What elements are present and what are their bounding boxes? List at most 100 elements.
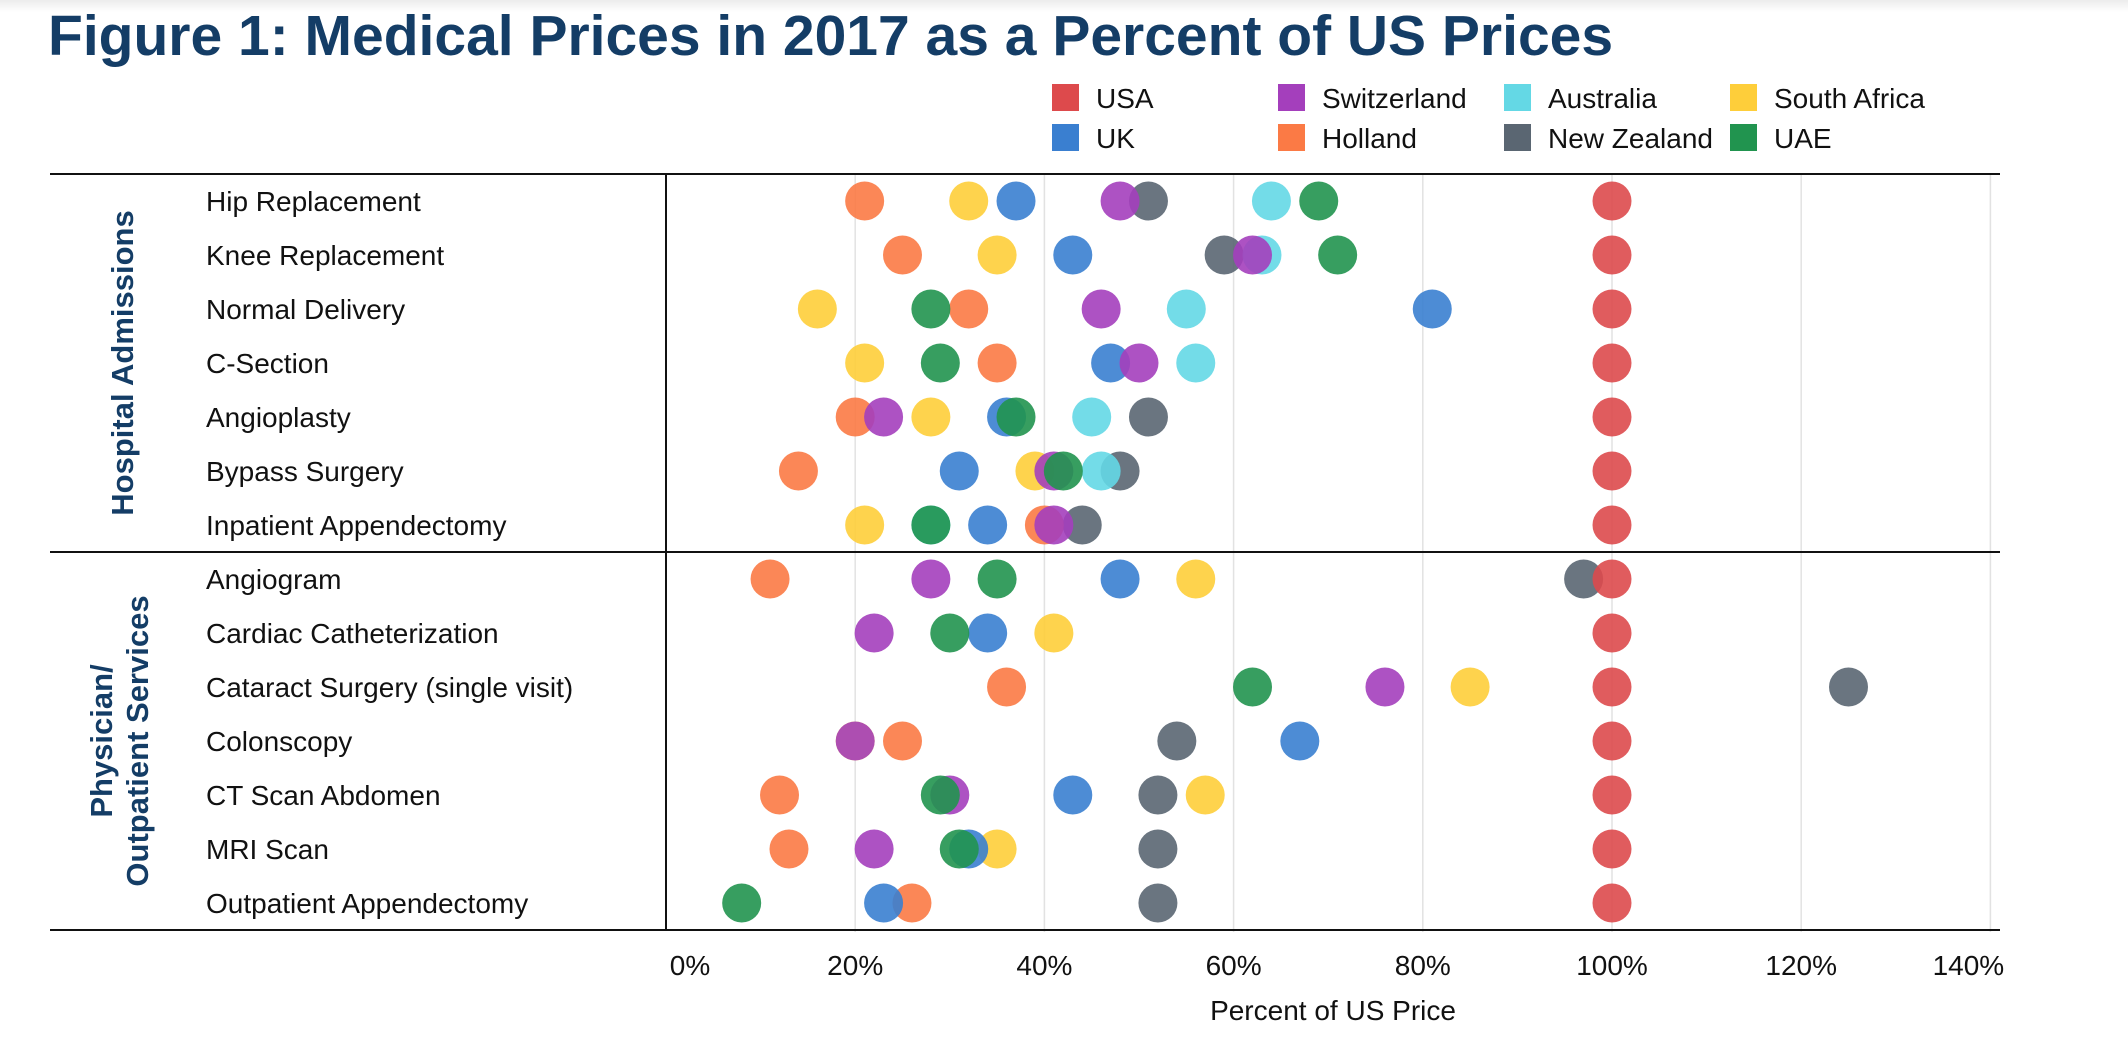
x-tick-label: 80% xyxy=(1395,950,1451,981)
legend-swatch-uae xyxy=(1730,124,1757,151)
row-label-c-section: C-Section xyxy=(206,348,329,379)
x-tick-label: 140% xyxy=(1933,950,2005,981)
dot-holland-bypass-surgery xyxy=(778,451,818,491)
legend-label-switzerland: Switzerland xyxy=(1322,83,1467,114)
dot-new-zealand-knee-replacement xyxy=(1204,235,1244,275)
dot-uae-angioplasty xyxy=(996,397,1036,437)
dot-south-africa-knee-replacement xyxy=(977,235,1017,275)
legend-swatch-uk xyxy=(1052,124,1079,151)
dot-switzerland-cardiac-catheterization xyxy=(854,613,894,653)
dot-south-africa-cardiac-catheterization xyxy=(1034,613,1074,653)
legend-label-usa: USA xyxy=(1096,83,1154,114)
row-label-colonscopy: Colonscopy xyxy=(206,726,352,757)
dot-uae-cardiac-catheterization xyxy=(930,613,970,653)
dot-new-zealand-inpatient-appendectomy xyxy=(1062,505,1102,545)
x-tick-label: 40% xyxy=(1016,950,1072,981)
dot-switzerland-normal-delivery xyxy=(1081,289,1121,329)
dot-uae-bypass-surgery xyxy=(1043,451,1083,491)
dot-usa-cataract-surgery-single-visit xyxy=(1592,667,1632,707)
dot-south-africa-inpatient-appendectomy xyxy=(845,505,885,545)
dot-south-africa-cataract-surgery-single-visit xyxy=(1450,667,1490,707)
dot-usa-inpatient-appendectomy xyxy=(1592,505,1632,545)
dot-new-zealand-outpatient-appendectomy xyxy=(1138,883,1178,923)
legend-label-uae: UAE xyxy=(1774,123,1832,154)
row-label-cataract-surgery-single-visit: Cataract Surgery (single visit) xyxy=(206,672,573,703)
dot-south-africa-mri-scan xyxy=(977,829,1017,869)
dot-australia-angioplasty xyxy=(1072,397,1112,437)
dot-south-africa-angioplasty xyxy=(911,397,951,437)
dot-holland-hip-replacement xyxy=(845,181,885,221)
legend-swatch-south-africa xyxy=(1730,84,1757,111)
dot-new-zealand-ct-scan-abdomen xyxy=(1138,775,1178,815)
legend-label-new-zealand: New Zealand xyxy=(1548,123,1713,154)
dot-australia-c-section xyxy=(1176,343,1216,383)
dot-uae-outpatient-appendectomy xyxy=(722,883,762,923)
row-label-angioplasty: Angioplasty xyxy=(206,402,351,433)
dot-south-africa-normal-delivery xyxy=(797,289,837,329)
dot-usa-cardiac-catheterization xyxy=(1592,613,1632,653)
legend-swatch-usa xyxy=(1052,84,1079,111)
dot-usa-knee-replacement xyxy=(1592,235,1632,275)
dot-usa-outpatient-appendectomy xyxy=(1592,883,1632,923)
row-label-knee-replacement: Knee Replacement xyxy=(206,240,444,271)
dot-uae-hip-replacement xyxy=(1299,181,1339,221)
dot-usa-hip-replacement xyxy=(1592,181,1632,221)
dot-uae-normal-delivery xyxy=(911,289,951,329)
dot-usa-angiogram xyxy=(1592,559,1632,599)
dot-uk-angiogram xyxy=(1100,559,1140,599)
dot-switzerland-hip-replacement xyxy=(1100,181,1140,221)
group-label-hospital-admissions: Hospital Admissions xyxy=(105,210,140,515)
x-tick-label: 60% xyxy=(1206,950,1262,981)
dot-new-zealand-mri-scan xyxy=(1138,829,1178,869)
dot-usa-colonscopy xyxy=(1592,721,1632,761)
dot-australia-normal-delivery xyxy=(1166,289,1206,329)
row-label-ct-scan-abdomen: CT Scan Abdomen xyxy=(206,780,441,811)
dot-uk-inpatient-appendectomy xyxy=(968,505,1008,545)
dot-holland-knee-replacement xyxy=(883,235,922,275)
legend-label-south-africa: South Africa xyxy=(1774,83,1925,114)
group-label-physician-outpatient-services: Physician/Outpatient Services xyxy=(84,595,155,886)
dot-uae-knee-replacement xyxy=(1318,235,1358,275)
legend-swatch-switzerland xyxy=(1278,84,1305,111)
dot-holland-ct-scan-abdomen xyxy=(760,775,800,815)
dot-uk-bypass-surgery xyxy=(939,451,979,491)
dot-uae-cataract-surgery-single-visit xyxy=(1233,667,1273,707)
group-label-line: Outpatient Services xyxy=(120,595,155,886)
dot-uk-knee-replacement xyxy=(1053,235,1093,275)
chart-title: Figure 1: Medical Prices in 2017 as a Pe… xyxy=(48,4,1614,68)
row-label-angiogram: Angiogram xyxy=(206,564,341,595)
row-label-inpatient-appendectomy: Inpatient Appendectomy xyxy=(206,510,506,541)
dot-usa-angioplasty xyxy=(1592,397,1632,437)
dot-usa-ct-scan-abdomen xyxy=(1592,775,1632,815)
legend-label-uk: UK xyxy=(1096,123,1135,154)
dot-switzerland-angioplasty xyxy=(864,397,904,437)
legend-label-australia: Australia xyxy=(1548,83,1657,114)
row-label-bypass-surgery: Bypass Surgery xyxy=(206,456,404,487)
dot-south-africa-c-section xyxy=(845,343,885,383)
dot-south-africa-hip-replacement xyxy=(949,181,989,221)
dot-switzerland-mri-scan xyxy=(854,829,894,869)
dot-uk-c-section xyxy=(1091,343,1131,383)
dot-holland-normal-delivery xyxy=(949,289,989,329)
x-axis-label: Percent of US Price xyxy=(1210,995,1456,1026)
legend-swatch-new-zealand xyxy=(1504,124,1531,151)
dot-usa-bypass-surgery xyxy=(1592,451,1632,491)
dot-usa-normal-delivery xyxy=(1592,289,1632,329)
dot-uk-outpatient-appendectomy xyxy=(864,883,904,923)
dot-holland-outpatient-appendectomy xyxy=(892,883,932,923)
top-shadow-band xyxy=(0,0,2128,12)
dot-holland-cataract-surgery-single-visit xyxy=(987,667,1027,707)
row-label-normal-delivery: Normal Delivery xyxy=(206,294,405,325)
dot-new-zealand-angiogram xyxy=(1564,559,1604,599)
legend-label-holland: Holland xyxy=(1322,123,1417,154)
dot-uae-inpatient-appendectomy xyxy=(911,505,951,545)
x-tick-label: 20% xyxy=(827,950,883,981)
dot-new-zealand-cataract-surgery-single-visit xyxy=(1829,667,1868,707)
row-label-cardiac-catheterization: Cardiac Catheterization xyxy=(206,618,499,649)
dot-new-zealand-hip-replacement xyxy=(1128,181,1168,221)
x-tick-label: 100% xyxy=(1576,950,1648,981)
dot-switzerland-cataract-surgery-single-visit xyxy=(1365,667,1405,707)
dot-south-africa-angiogram xyxy=(1176,559,1216,599)
dot-australia-hip-replacement xyxy=(1251,181,1291,221)
